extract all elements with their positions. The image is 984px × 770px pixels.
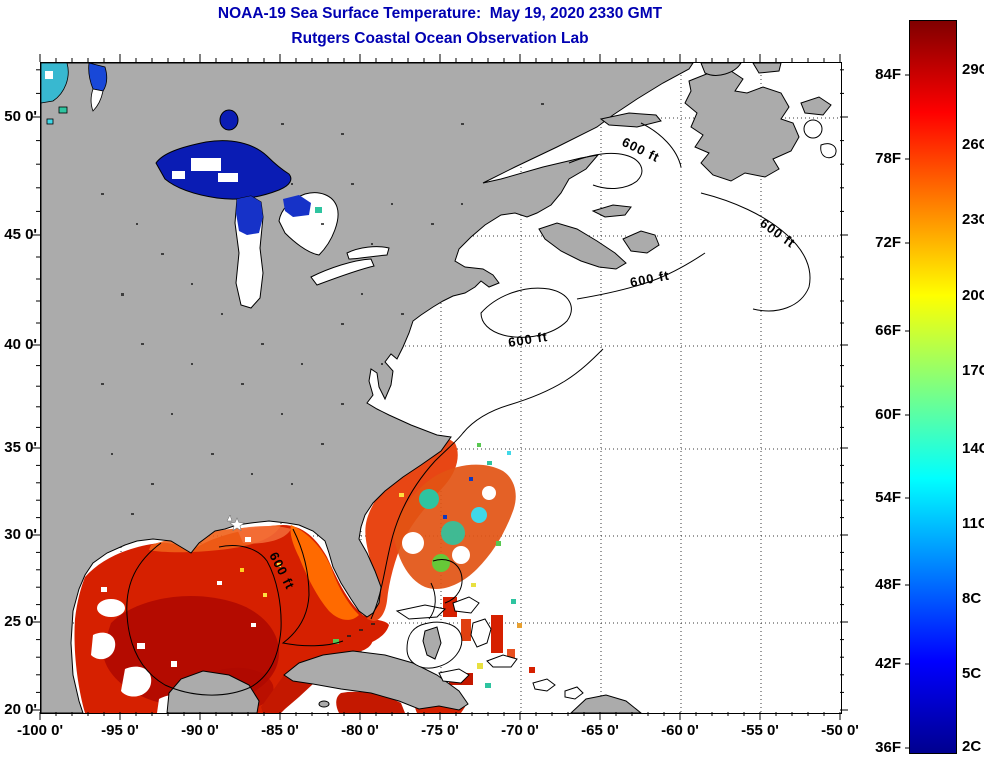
colorbar-f-label: 78F bbox=[875, 150, 901, 167]
x-tick-label: -65 0' bbox=[581, 722, 619, 739]
x-tick-label: -100 0' bbox=[16, 722, 64, 739]
contour-label-georges-bank: 600 ft bbox=[507, 329, 549, 350]
land-mass bbox=[41, 63, 832, 713]
cuba bbox=[283, 650, 469, 711]
lake-superior bbox=[155, 140, 292, 200]
lake-erie bbox=[310, 258, 375, 286]
x-tick-label: -55 0' bbox=[741, 722, 779, 739]
colorbar-c-label: 11C bbox=[962, 515, 984, 532]
cape-breton bbox=[622, 230, 660, 254]
colorbar-f-label: 42F bbox=[875, 655, 901, 672]
labrador-islands-2 bbox=[752, 63, 782, 74]
newfoundland bbox=[684, 70, 800, 182]
colorbar-c-label: 5C bbox=[962, 665, 982, 682]
lake-ontario bbox=[346, 246, 390, 260]
x-tick-label: -75 0' bbox=[421, 722, 459, 739]
colorbar-c-label: 29C bbox=[962, 61, 984, 78]
y-tick-label: 50 0' bbox=[4, 108, 37, 125]
x-tick-label: -60 0' bbox=[661, 722, 699, 739]
x-tick-label: -85 0' bbox=[261, 722, 299, 739]
x-tick-label: -90 0' bbox=[181, 722, 219, 739]
anticosti-island bbox=[599, 112, 662, 128]
colorbar-c-label: 2C bbox=[962, 738, 982, 755]
colorbar-c-label: 20C bbox=[962, 287, 984, 304]
colorbar-f-label: 66F bbox=[875, 322, 901, 339]
northwest-lakes bbox=[41, 63, 108, 125]
land-speckles bbox=[101, 103, 544, 637]
colorbar-c-label: 26C bbox=[962, 136, 984, 153]
figure-subtitle: Rutgers Coastal Ocean Observation Lab bbox=[291, 30, 589, 47]
colorbar-f-label: 60F bbox=[875, 406, 901, 423]
y-tick-label: 25 0' bbox=[4, 613, 37, 630]
continent-north-america bbox=[41, 63, 694, 713]
bahama-banks bbox=[395, 596, 492, 684]
lake-nipigon bbox=[219, 109, 239, 131]
y-tick-label: 30 0' bbox=[4, 526, 37, 543]
contour-label-scotian-shelf: 600 ft bbox=[629, 268, 671, 290]
outlined-islands bbox=[486, 119, 837, 700]
y-tick-label: 35 0' bbox=[4, 439, 37, 456]
x-tick-label: -80 0' bbox=[341, 722, 379, 739]
temperature-colorbar bbox=[909, 20, 957, 754]
colorbar-c-label: 14C bbox=[962, 440, 984, 457]
station-star-icon bbox=[226, 514, 245, 532]
sst-map: 600 ft 600 ft 600 ft 600 ft 600 ft bbox=[41, 63, 841, 713]
x-tick-label: -70 0' bbox=[501, 722, 539, 739]
colorbar-f-label: 54F bbox=[875, 489, 901, 506]
colorbar-c-label: 23C bbox=[962, 211, 984, 228]
colorbar-c-label: 17C bbox=[962, 362, 984, 379]
map-plot-area: 600 ft 600 ft 600 ft 600 ft 600 ft bbox=[40, 62, 842, 714]
x-tick-label: -50 0' bbox=[821, 722, 859, 739]
x-tick-label: -95 0' bbox=[101, 722, 139, 739]
hispaniola-tip bbox=[570, 694, 642, 713]
labrador-islands bbox=[700, 63, 742, 76]
y-tick-label: 40 0' bbox=[4, 336, 37, 353]
avalon-islets bbox=[800, 96, 832, 116]
colorbar-c-label: 8C bbox=[962, 590, 982, 607]
colorbar-f-label: 36F bbox=[875, 739, 901, 756]
prince-edward-island bbox=[591, 204, 632, 218]
isle-of-youth bbox=[318, 700, 330, 708]
great-lakes bbox=[155, 109, 390, 309]
colorbar-f-label: 72F bbox=[875, 234, 901, 251]
bathymetry-contours bbox=[126, 122, 811, 696]
y-tick-label: 20 0' bbox=[4, 701, 37, 718]
colorbar-f-label: 48F bbox=[875, 576, 901, 593]
figure-title: NOAA-19 Sea Surface Temperature: May 19,… bbox=[217, 5, 663, 22]
y-tick-label: 45 0' bbox=[4, 226, 37, 243]
colorbar-f-label: 84F bbox=[875, 66, 901, 83]
nova-scotia bbox=[538, 222, 627, 270]
